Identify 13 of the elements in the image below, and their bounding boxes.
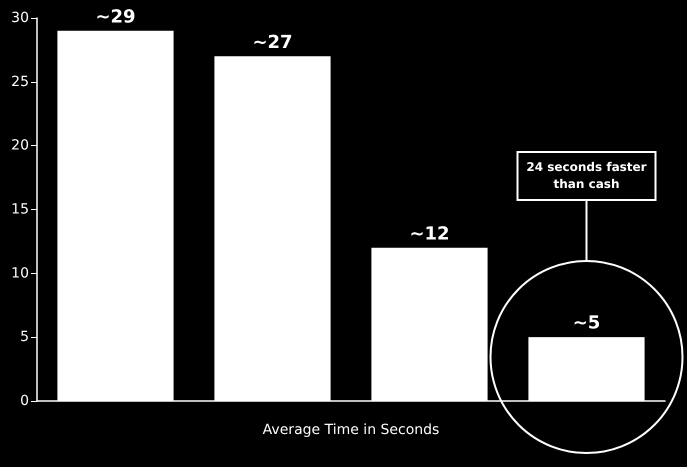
x-axis-title: Average Time in Seconds — [262, 422, 440, 438]
y-tick-label: 0 — [20, 393, 29, 409]
y-tick-label: 30 — [11, 10, 29, 26]
y-tick-label: 25 — [11, 74, 29, 90]
data-label: ~27 — [252, 32, 293, 53]
annotation: 24 seconds faster than cash — [516, 151, 656, 201]
y-tick-label: 20 — [11, 138, 29, 154]
y-tick-label: 10 — [11, 265, 29, 282]
data-label: ~12 — [409, 223, 450, 244]
y-tick-label: 5 — [20, 329, 29, 346]
data-label: ~29 — [95, 6, 136, 28]
y-tick-label: 15 — [11, 202, 29, 218]
data-label: ~5 — [572, 312, 600, 334]
